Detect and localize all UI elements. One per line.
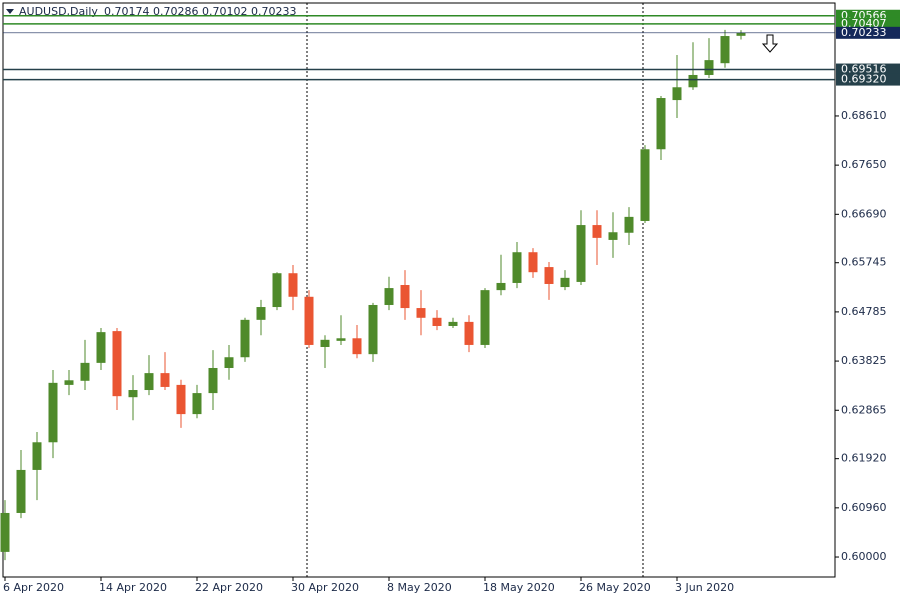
candle-body [240,319,250,358]
candle-body [0,512,10,552]
menu-triangle [6,9,14,14]
y-tick-label: 0.60960 [841,501,887,514]
price-level-label: 0.69320 [841,73,887,86]
candle-body [704,60,714,75]
y-tick-label: 0.67650 [841,158,887,171]
candle-body [224,357,234,368]
candle-body [464,321,474,345]
price-level-tag [836,26,900,39]
x-tick-label: 18 May 2020 [483,581,555,594]
y-tick-label: 0.62865 [841,403,887,416]
candle-body [64,380,74,385]
x-tick-label: 26 May 2020 [579,581,651,594]
header-high: 0.70286 [153,5,199,18]
candle-body [592,225,602,238]
x-tick-label: 8 May 2020 [387,581,452,594]
price-level-label: 0.69516 [841,63,887,76]
candle-body [176,384,186,415]
y-tick-label: 0.64785 [841,305,887,318]
candle-body [624,216,634,233]
y-tick-label: 0.63825 [841,354,887,367]
candle-body [432,317,442,326]
price-level-tag [836,63,900,76]
candle-body [144,373,154,391]
candle-body [720,36,730,64]
candle-body [416,308,426,318]
candle-body [96,332,106,363]
x-tick-label: 30 Apr 2020 [291,581,359,594]
price-level-label: 0.70407 [841,17,887,30]
candle-body [304,296,314,345]
price-level-label: 0.70233 [841,26,887,39]
candle-body [192,393,202,415]
candle-body [688,74,698,88]
candle-body [272,273,282,308]
y-tick-label: 0.68610 [841,109,887,122]
candle-body [512,252,522,283]
x-tick-label: 14 Apr 2020 [99,581,167,594]
candle-body [352,338,362,355]
candle-body [128,390,138,398]
candle-body [576,225,586,282]
plot-frame [2,2,836,578]
candle-body [16,469,26,513]
candle-body [288,273,298,297]
candle-body [608,232,618,240]
candle-body [544,267,554,284]
candle-body [528,252,538,273]
candle-body [736,32,746,36]
candle-body [320,339,330,347]
candle-body [80,362,90,381]
y-tick-label: 0.60000 [841,550,887,563]
candle-body [560,277,570,288]
candle-body [160,373,170,387]
candle-body [640,149,650,221]
y-tick-label: 0.66690 [841,207,887,220]
candle-body [480,290,490,345]
price-level-tag [836,9,900,22]
candle-body [656,98,666,150]
candle-body [336,338,346,341]
candle-body [208,367,218,394]
candle-body [496,282,506,291]
x-tick-label: 6 Apr 2020 [3,581,64,594]
price-level-tag [836,73,900,86]
candle-body [672,87,682,101]
header-close: 0.70233 [251,5,297,18]
x-tick-label: 22 Apr 2020 [195,581,263,594]
chart-title: AUDUSD,Daily [19,5,98,18]
header-low: 0.70102 [202,5,248,18]
candle-body [112,331,122,397]
candle-body [448,321,458,326]
candle-body [48,382,58,443]
candle-body [32,442,42,470]
x-tick-label: 3 Jun 2020 [675,581,734,594]
candle-body [400,285,410,309]
candle-body [384,288,394,305]
header-open: 0.70174 [104,5,150,18]
down-arrow [761,34,779,53]
candle-body [256,307,266,320]
y-tick-label: 0.61920 [841,452,887,465]
y-tick-label: 0.65745 [841,256,887,269]
candle-body [368,304,378,355]
